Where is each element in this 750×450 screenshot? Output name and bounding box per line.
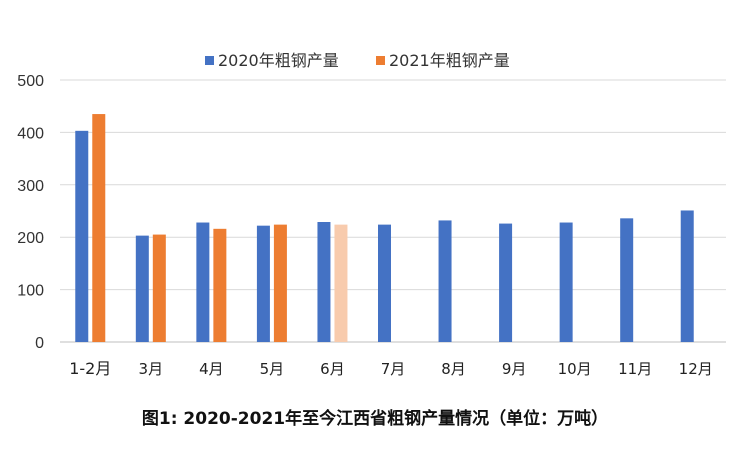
bar bbox=[680, 210, 694, 342]
bar bbox=[317, 222, 331, 342]
bars bbox=[75, 114, 694, 342]
x-tick-label: 3月 bbox=[139, 360, 164, 378]
bar bbox=[152, 234, 166, 342]
legend-label: 2021年粗钢产量 bbox=[389, 51, 510, 70]
x-tick-label: 12月 bbox=[679, 360, 713, 378]
x-tick-label: 4月 bbox=[199, 360, 224, 378]
x-axis-ticks: 1-2月 3月 4月 5月 6月 7月 8月 9月 10月 11月 12月 bbox=[69, 359, 713, 378]
y-axis-ticks: 0 100 200 300 400 500 bbox=[17, 73, 44, 352]
bar bbox=[92, 114, 106, 342]
bar bbox=[378, 224, 391, 342]
x-tick-label: 9月 bbox=[502, 360, 527, 378]
y-tick-label: 100 bbox=[17, 283, 44, 300]
legend: 2020年粗钢产量 2021年粗钢产量 bbox=[205, 51, 510, 70]
bar bbox=[256, 225, 270, 342]
legend-swatch bbox=[205, 56, 214, 65]
legend-label: 2020年粗钢产量 bbox=[218, 51, 339, 70]
bar bbox=[273, 224, 287, 342]
bar bbox=[559, 222, 573, 342]
x-tick-label: 7月 bbox=[381, 360, 406, 378]
x-tick-label: 1-2月 bbox=[69, 359, 111, 378]
y-tick-label: 500 bbox=[17, 73, 44, 90]
bar bbox=[438, 220, 452, 342]
chart-caption: 图1: 2020-2021年至今江西省粗钢产量情况（单位：万吨） bbox=[141, 409, 609, 429]
x-tick-label: 5月 bbox=[260, 360, 285, 378]
bar bbox=[135, 235, 149, 342]
bar bbox=[213, 228, 227, 342]
x-tick-label: 11月 bbox=[618, 360, 652, 378]
bar bbox=[620, 218, 634, 342]
x-tick-label: 6月 bbox=[320, 360, 345, 378]
y-tick-label: 400 bbox=[17, 125, 44, 142]
bar bbox=[334, 224, 348, 342]
x-tick-label: 8月 bbox=[441, 360, 466, 378]
gridlines bbox=[60, 79, 726, 343]
y-tick-label: 0 bbox=[35, 335, 44, 352]
y-tick-label: 300 bbox=[17, 178, 44, 195]
x-tick-label: 10月 bbox=[558, 360, 592, 378]
bar bbox=[75, 130, 89, 342]
bar bbox=[499, 223, 513, 342]
bar bbox=[196, 222, 210, 342]
y-tick-label: 200 bbox=[17, 230, 44, 247]
legend-swatch bbox=[376, 56, 385, 65]
